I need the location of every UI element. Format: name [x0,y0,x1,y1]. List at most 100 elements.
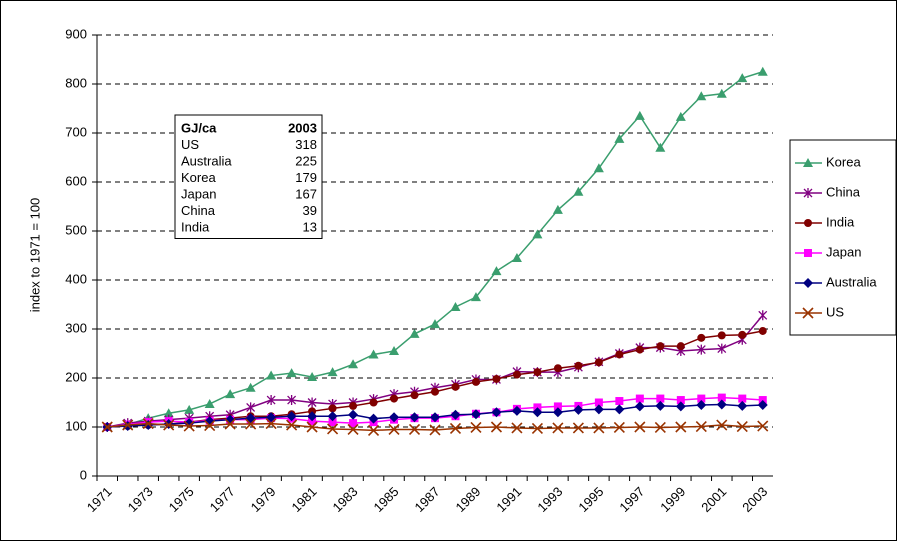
data-point [697,333,706,342]
inset-table-cell: 179 [295,170,317,185]
data-point [266,370,277,380]
data-point [430,319,440,329]
legend-marker [803,188,813,198]
data-point [101,421,113,433]
data-point [410,391,419,400]
data-point [369,398,378,407]
legend-border [789,139,897,336]
data-point [736,420,748,433]
data-point [572,422,584,434]
data-point [122,419,134,431]
data-point [348,359,359,369]
data-point [286,419,298,431]
data-point [656,342,665,351]
data-point [634,401,645,412]
legend-label: US [826,304,844,319]
data-point [368,413,379,424]
data-point [470,409,481,420]
data-point [430,412,440,423]
data-point [470,421,482,434]
data-point [553,402,562,411]
inset-table-cell: 225 [295,153,317,168]
data-point [615,350,624,359]
data-point [327,411,338,422]
data-point [450,409,461,420]
data-point [163,408,174,418]
data-point [511,405,522,416]
data-point [143,420,154,431]
y-tick-label: 900 [65,26,87,41]
data-point [349,401,358,410]
data-point [368,349,379,359]
data-point [656,394,665,403]
data-point [615,397,624,406]
data-point [327,367,338,377]
data-point [511,252,522,262]
inset-table-border [174,114,323,239]
data-point [142,418,154,430]
data-point [717,331,726,340]
data-point [737,400,748,411]
data-point [552,407,563,418]
y-tick-label: 500 [65,222,87,237]
data-point [531,422,543,435]
legend-label: China [826,184,861,199]
inset-table-cell: 318 [295,137,317,152]
data-point [409,328,420,338]
data-point [716,88,727,98]
y-tick-label: 100 [65,418,87,433]
data-point [676,342,685,351]
data-point [327,423,339,435]
data-point [594,358,603,367]
data-point [553,364,562,373]
data-point [676,396,685,405]
data-point [266,395,276,406]
data-point [286,411,297,422]
data-point [491,407,502,418]
inset-table-cell: Australia [181,153,232,168]
data-point [204,398,215,408]
data-point [593,404,604,415]
y-tick-label: 400 [65,271,87,286]
data-point [348,409,359,420]
data-point [757,420,769,432]
data-point [409,412,420,423]
data-point [307,411,318,422]
y-tick-label: 600 [65,173,87,188]
inset-table-cell: US [181,137,199,152]
data-point [491,266,502,276]
data-point [695,420,707,433]
data-point [573,404,584,415]
data-point [675,421,687,433]
data-point [532,229,543,239]
data-point [675,401,686,412]
legend-label: India [826,214,855,229]
data-point [613,421,625,434]
data-point [471,377,480,386]
data-point [388,423,400,436]
data-point [389,412,400,423]
data-point [717,343,727,354]
data-point [225,389,236,399]
data-point [492,374,501,383]
data-point [307,397,317,408]
data-point [635,345,644,354]
data-point [533,368,542,377]
inset-table-header: 2003 [288,120,317,135]
data-point [697,394,706,403]
data-point [307,372,318,382]
data-point [328,418,337,427]
data-point [634,110,645,120]
data-point [245,382,256,392]
data-point [512,370,521,379]
data-point [758,326,767,335]
data-point [552,422,564,434]
inset-table-cell: 167 [295,186,317,201]
data-point [738,394,747,403]
inset-table-cell: China [181,203,216,218]
data-point [696,344,706,355]
data-point [593,422,605,434]
data-point [757,66,768,76]
data-point [614,133,625,143]
